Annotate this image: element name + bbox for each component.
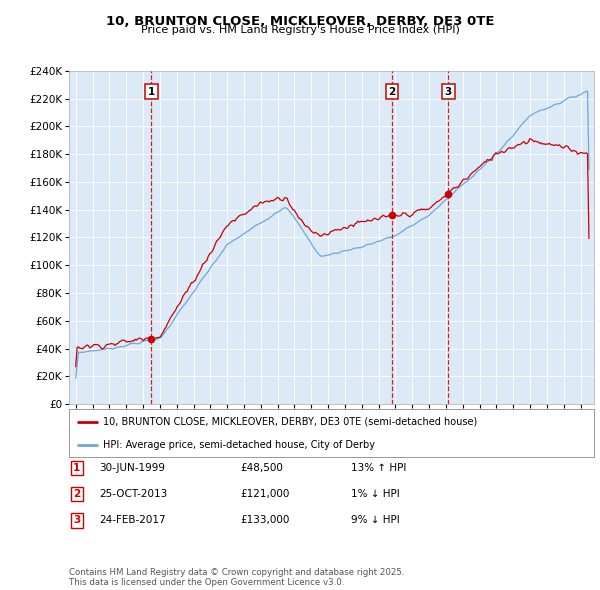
Text: 3: 3 (73, 516, 80, 525)
Text: 1% ↓ HPI: 1% ↓ HPI (351, 489, 400, 499)
Text: 3: 3 (445, 87, 452, 97)
Text: Price paid vs. HM Land Registry's House Price Index (HPI): Price paid vs. HM Land Registry's House … (140, 25, 460, 35)
Text: 1: 1 (148, 87, 155, 97)
Text: £133,000: £133,000 (240, 516, 289, 525)
Text: 2: 2 (389, 87, 396, 97)
Text: 2: 2 (73, 489, 80, 499)
Text: 1: 1 (73, 463, 80, 473)
Text: £121,000: £121,000 (240, 489, 289, 499)
Text: 24-FEB-2017: 24-FEB-2017 (99, 516, 166, 525)
Text: 9% ↓ HPI: 9% ↓ HPI (351, 516, 400, 525)
Text: 10, BRUNTON CLOSE, MICKLEOVER, DERBY, DE3 0TE (semi-detached house): 10, BRUNTON CLOSE, MICKLEOVER, DERBY, DE… (103, 417, 478, 427)
Text: 25-OCT-2013: 25-OCT-2013 (99, 489, 167, 499)
Text: 10, BRUNTON CLOSE, MICKLEOVER, DERBY, DE3 0TE: 10, BRUNTON CLOSE, MICKLEOVER, DERBY, DE… (106, 15, 494, 28)
Text: 30-JUN-1999: 30-JUN-1999 (99, 463, 165, 473)
Text: HPI: Average price, semi-detached house, City of Derby: HPI: Average price, semi-detached house,… (103, 440, 375, 450)
Text: £48,500: £48,500 (240, 463, 283, 473)
Text: Contains HM Land Registry data © Crown copyright and database right 2025.
This d: Contains HM Land Registry data © Crown c… (69, 568, 404, 587)
Text: 13% ↑ HPI: 13% ↑ HPI (351, 463, 406, 473)
